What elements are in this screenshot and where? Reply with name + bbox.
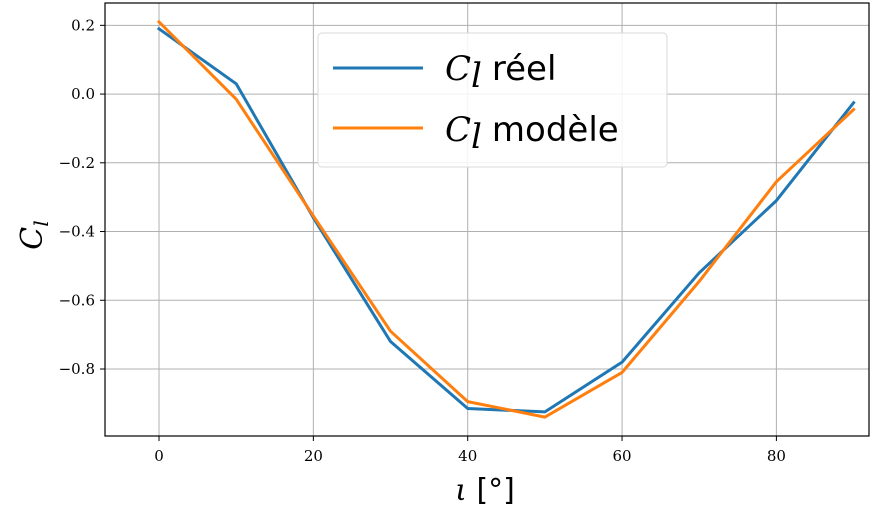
y-axis-subscript: l [29, 220, 53, 226]
x-axis-unit: [°] [476, 473, 514, 508]
x-axis-symbol: ι [455, 473, 467, 508]
x-tick-label: 60 [613, 447, 632, 465]
y-tick-label: −0.4 [59, 223, 95, 241]
x-tick-label: 0 [154, 447, 164, 465]
x-tick-label: 80 [767, 447, 786, 465]
legend-symbol-modele: C [445, 110, 471, 150]
legend-name-reel: réel [492, 49, 557, 89]
x-axis-label: ι [°] [455, 473, 515, 508]
x-tick-label: 40 [458, 447, 477, 465]
y-tick-label: −0.2 [59, 154, 95, 172]
x-tick-label: 20 [304, 447, 323, 465]
legend: Cl réel Cl modèle [317, 32, 668, 168]
axis-ticks: 0 20 40 60 80 0.2 0.0 −0.2 −0.4 −0.6 −0.8 [59, 16, 786, 465]
legend-symbol-reel: C [445, 49, 471, 89]
legend-label-reel: Cl réel [445, 49, 556, 96]
legend-sub-reel: l [471, 56, 482, 96]
y-tick-label: −0.6 [59, 291, 95, 309]
series-lines [156, 19, 856, 419]
y-tick-label: 0.2 [71, 16, 95, 34]
y-tick-label: −0.8 [59, 360, 95, 378]
legend-name-modele: modèle [492, 110, 619, 150]
y-axis-symbol: C [15, 227, 50, 250]
legend-label-modele: Cl modèle [445, 110, 619, 157]
y-axis-label: Cl [15, 220, 53, 249]
plot-frame [104, 2, 870, 437]
series-line-1 [156, 19, 856, 419]
legend-sub-modele: l [471, 117, 482, 157]
y-tick-label: 0.0 [71, 85, 95, 103]
